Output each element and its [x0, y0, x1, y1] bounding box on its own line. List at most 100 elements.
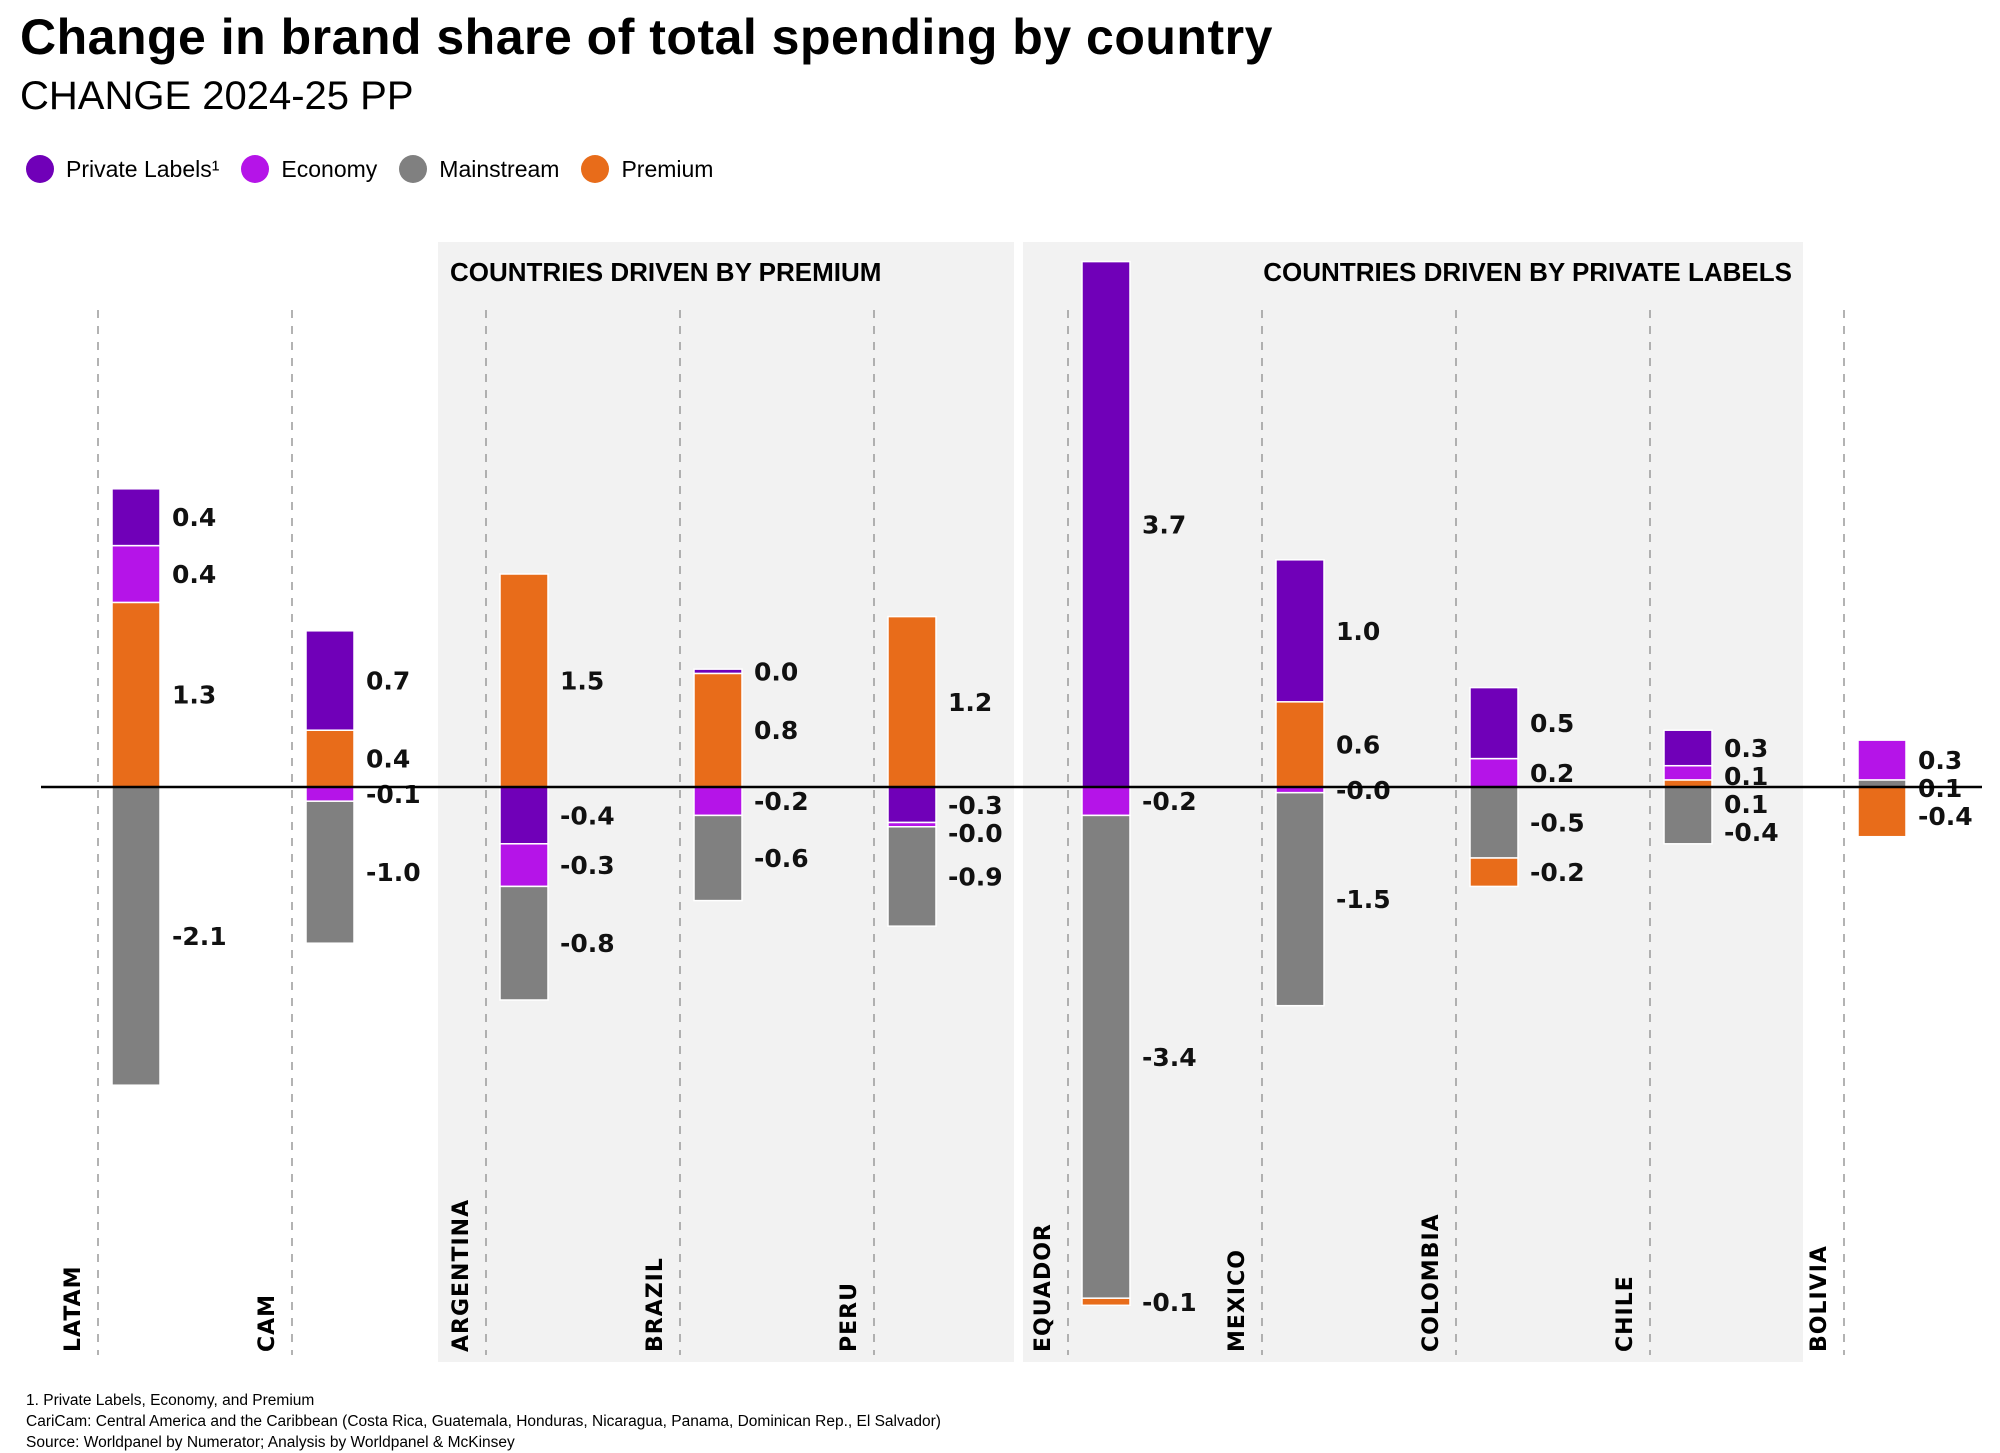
- footnote-source: Source: Worldpanel by Numerator; Analysi…: [26, 1434, 515, 1451]
- country-label-chile: CHILE: [1613, 1275, 1638, 1352]
- value-label-peru-premium: 1.2: [948, 688, 992, 717]
- bar-segment-brazil-private-labels: [693, 668, 743, 675]
- bar-segment-peru-private-labels: [887, 786, 937, 824]
- bar-segment-brazil-premium: [693, 672, 743, 788]
- panel-title-premium: COUNTRIES DRIVEN BY PREMIUM: [450, 257, 881, 287]
- bar-segment-peru-premium: [887, 615, 937, 788]
- bar-segment-mexico-private-labels: [1275, 559, 1325, 703]
- value-label-mexico-mainstream: -1.5: [1336, 885, 1391, 914]
- bar-segment-bolivia-premium: [1857, 786, 1907, 838]
- legend-swatch-mainstream: [399, 155, 428, 183]
- bar-segment-equador-premium: [1081, 1297, 1131, 1307]
- country-label-mexico: MEXICO: [1225, 1249, 1250, 1352]
- country-label-peru: PERU: [837, 1282, 862, 1352]
- bar-segment-argentina-mainstream: [499, 885, 549, 1001]
- value-label-chile-private-labels: 0.3: [1724, 734, 1768, 763]
- legend-item-economy: Economy: [241, 155, 377, 183]
- value-label-mexico-economy: -0.0: [1336, 776, 1391, 805]
- value-label-bolivia-economy: 0.3: [1918, 746, 1962, 775]
- bar-segment-cam-premium: [305, 729, 355, 788]
- value-label-chile-mainstream: -0.4: [1724, 818, 1779, 847]
- bar-segment-latam-mainstream: [111, 786, 161, 1086]
- bar-segment-latam-premium: [111, 601, 161, 788]
- legend-label: Premium: [621, 155, 714, 182]
- value-label-cam-economy: -0.1: [366, 780, 421, 809]
- bar-segment-latam-private-labels: [111, 488, 161, 547]
- value-label-bolivia-premium: -0.4: [1918, 802, 1973, 831]
- value-label-cam-premium: 0.4: [366, 745, 410, 774]
- bar-segment-equador-mainstream: [1081, 814, 1131, 1299]
- country-label-cam: CAM: [255, 1294, 280, 1352]
- value-label-argentina-private-labels: -0.4: [560, 801, 615, 830]
- chart-title: Change in brand share of total spending …: [20, 9, 1273, 65]
- value-label-bolivia-mainstream: 0.1: [1918, 774, 1962, 803]
- bar-segment-colombia-premium: [1469, 857, 1519, 888]
- value-label-mexico-premium: 0.6: [1336, 730, 1380, 759]
- bar-segment-bolivia-economy: [1857, 739, 1907, 781]
- value-label-brazil-private-labels: 0.0: [754, 657, 798, 686]
- value-label-brazil-premium: 0.8: [754, 716, 798, 745]
- bar-segment-chile-private-labels: [1663, 729, 1713, 767]
- value-label-brazil-economy: -0.2: [754, 787, 809, 816]
- value-label-cam-mainstream: -1.0: [366, 858, 421, 887]
- bar-segment-colombia-mainstream: [1469, 786, 1519, 859]
- footnotes: 1. Private Labels, Economy, and Premium …: [26, 1390, 941, 1453]
- value-label-peru-private-labels: -0.3: [948, 791, 1003, 820]
- country-label-brazil: BRAZIL: [643, 1257, 668, 1352]
- panel-title-private-labels: COUNTRIES DRIVEN BY PRIVATE LABELS: [1263, 257, 1792, 287]
- value-label-latam-premium: 1.3: [172, 681, 216, 710]
- value-label-equador-mainstream: -3.4: [1142, 1043, 1197, 1072]
- bar-segment-argentina-premium: [499, 573, 549, 788]
- country-label-equador: EQUADOR: [1031, 1223, 1056, 1352]
- legend: Private Labels¹ Economy Mainstream Premi…: [26, 155, 735, 183]
- footnote-caricam: CariCam: Central America and the Caribbe…: [26, 1413, 941, 1430]
- chart-subtitle: CHANGE 2024-25 PP: [20, 74, 414, 118]
- legend-label: Mainstream: [439, 155, 560, 182]
- value-label-colombia-private-labels: 0.5: [1530, 709, 1574, 738]
- value-label-colombia-mainstream: -0.5: [1530, 809, 1585, 838]
- value-label-equador-private-labels: 3.7: [1142, 510, 1186, 539]
- bar-segment-cam-economy: [305, 786, 355, 802]
- bar-segment-chile-economy: [1663, 764, 1713, 781]
- bar-segment-brazil-economy: [693, 786, 743, 817]
- value-label-argentina-economy: -0.3: [560, 851, 615, 880]
- bar-segment-chile-mainstream: [1663, 786, 1713, 845]
- value-label-argentina-mainstream: -0.8: [560, 929, 615, 958]
- legend-swatch-premium: [581, 155, 610, 183]
- value-label-argentina-premium: 1.5: [560, 667, 604, 696]
- value-label-equador-economy: -0.2: [1142, 787, 1197, 816]
- bar-segment-equador-private-labels: [1081, 260, 1131, 788]
- bar-segment-equador-economy: [1081, 786, 1131, 817]
- legend-item-mainstream: Mainstream: [399, 155, 559, 183]
- value-label-cam-private-labels: 0.7: [366, 667, 410, 696]
- legend-label: Private Labels¹: [66, 155, 220, 182]
- legend-item-private-labels: Private Labels¹: [26, 155, 219, 183]
- footnote-1: 1. Private Labels, Economy, and Premium: [26, 1392, 315, 1409]
- bar-segment-colombia-economy: [1469, 757, 1519, 788]
- bar-segment-cam-mainstream: [305, 800, 355, 944]
- bar-segment-peru-mainstream: [887, 826, 937, 927]
- bar-segment-latam-economy: [111, 544, 161, 604]
- legend-swatch-economy: [241, 155, 270, 183]
- country-label-argentina: ARGENTINA: [449, 1199, 474, 1352]
- value-label-colombia-economy: 0.2: [1530, 759, 1574, 788]
- country-label-colombia: COLOMBIA: [1419, 1213, 1444, 1352]
- bar-segment-cam-private-labels: [305, 630, 355, 731]
- legend-label: Economy: [281, 155, 378, 182]
- value-label-chile-premium: 0.1: [1724, 790, 1768, 819]
- legend-swatch-private-labels: [26, 155, 54, 183]
- value-label-latam-economy: 0.4: [172, 560, 216, 589]
- bar-segment-mexico-premium: [1275, 701, 1325, 788]
- bar-segment-argentina-economy: [499, 843, 549, 888]
- bar-segment-brazil-mainstream: [693, 814, 743, 902]
- value-label-mexico-private-labels: 1.0: [1336, 617, 1380, 646]
- legend-item-premium: Premium: [581, 155, 713, 183]
- bar-segment-mexico-mainstream: [1275, 791, 1325, 1007]
- value-label-latam-private-labels: 0.4: [172, 503, 216, 532]
- value-label-colombia-premium: -0.2: [1530, 858, 1585, 887]
- bar-segment-argentina-private-labels: [499, 786, 549, 845]
- value-label-peru-mainstream: -0.9: [948, 862, 1003, 891]
- value-label-brazil-mainstream: -0.6: [754, 844, 809, 873]
- country-label-latam: LATAM: [61, 1265, 86, 1352]
